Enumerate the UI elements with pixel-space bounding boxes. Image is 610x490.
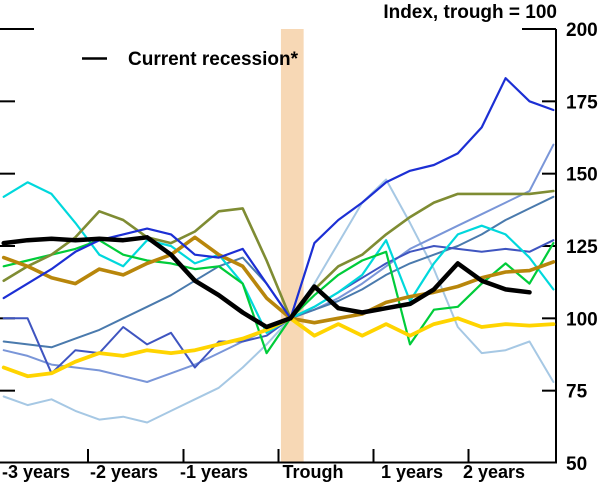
- series-line-recession-6: [2, 239, 555, 355]
- series-line-recession-9: [2, 77, 555, 320]
- axes: [0, 28, 557, 464]
- y-axis-label: 100: [566, 309, 598, 330]
- chart-title: Index, trough = 100: [383, 2, 557, 23]
- x-axis-label: -3 years: [2, 462, 70, 482]
- trough-highlight-band: [280, 29, 304, 462]
- legend: Current recession*: [82, 49, 299, 70]
- series-line-current-recession: [1, 235, 532, 330]
- series-lines: [1, 77, 556, 424]
- y-axis-label: 175: [566, 92, 598, 113]
- x-axis-label: 1 years: [381, 462, 443, 482]
- x-axis-label: Trough: [283, 462, 344, 482]
- y-axis-label: 50: [566, 454, 587, 475]
- axis-labels: 200 175 150 125 100 75 50 -3 years -2 years -1 ye…: [2, 20, 598, 482]
- series-line-recession-1: [2, 178, 555, 424]
- y-axis-label: 200: [566, 20, 598, 41]
- x-axis-label: -2 years: [90, 462, 158, 482]
- x-axis-label: 2 years: [463, 462, 525, 482]
- legend-label: Current recession*: [128, 49, 299, 70]
- series-line-recession-2: [2, 143, 555, 383]
- series-line-recession-7: [2, 189, 555, 320]
- y-axis-label: 75: [566, 382, 588, 403]
- y-axis-label: 125: [566, 237, 598, 258]
- x-axis-label: -1 years: [180, 462, 248, 482]
- series-line-recession-8: [1, 235, 556, 325]
- y-axis-label: 150: [566, 165, 598, 186]
